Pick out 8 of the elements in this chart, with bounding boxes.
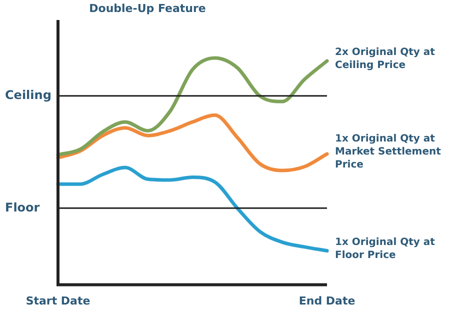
ref-line-label: Ceiling: [5, 88, 52, 102]
series-label: 1x Original Qty at Floor Price: [335, 236, 436, 261]
x-tick-label: End Date: [298, 294, 356, 308]
chart-title: Double-Up Feature: [89, 2, 206, 15]
ref-line-label: Floor: [5, 200, 40, 214]
series-label: 2x Original Qty at Ceiling Price: [335, 47, 436, 72]
series-label: 1x Original Qty at Market Settlement Price: [335, 134, 442, 171]
x-tick-label: Start Date: [26, 294, 90, 308]
